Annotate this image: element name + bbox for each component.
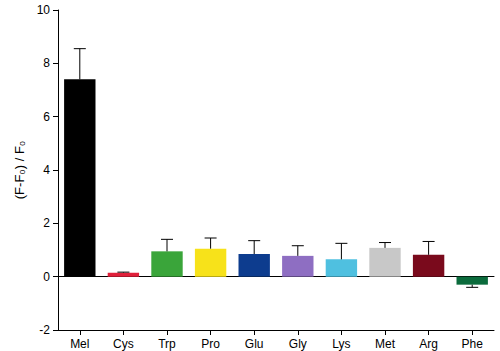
- svg-text:Glu: Glu: [245, 337, 264, 351]
- svg-text:Pro: Pro: [201, 337, 220, 351]
- svg-text:Arg: Arg: [419, 337, 438, 351]
- svg-text:Phe: Phe: [462, 337, 484, 351]
- svg-text:6: 6: [43, 110, 50, 124]
- svg-text:Cys: Cys: [113, 337, 134, 351]
- svg-text:Lys: Lys: [332, 337, 350, 351]
- svg-text:2: 2: [43, 216, 50, 230]
- svg-text:4: 4: [43, 163, 50, 177]
- svg-text:-2: -2: [39, 323, 50, 337]
- svg-text:10: 10: [37, 3, 51, 17]
- svg-text:Trp: Trp: [158, 337, 176, 351]
- svg-text:Met: Met: [375, 337, 396, 351]
- svg-text:0: 0: [43, 270, 50, 284]
- svg-text:Gly: Gly: [289, 337, 307, 351]
- svg-text:8: 8: [43, 56, 50, 70]
- svg-text:(F-F₀) / F₀: (F-F₀) / F₀: [12, 141, 27, 199]
- svg-text:Mel: Mel: [70, 337, 89, 351]
